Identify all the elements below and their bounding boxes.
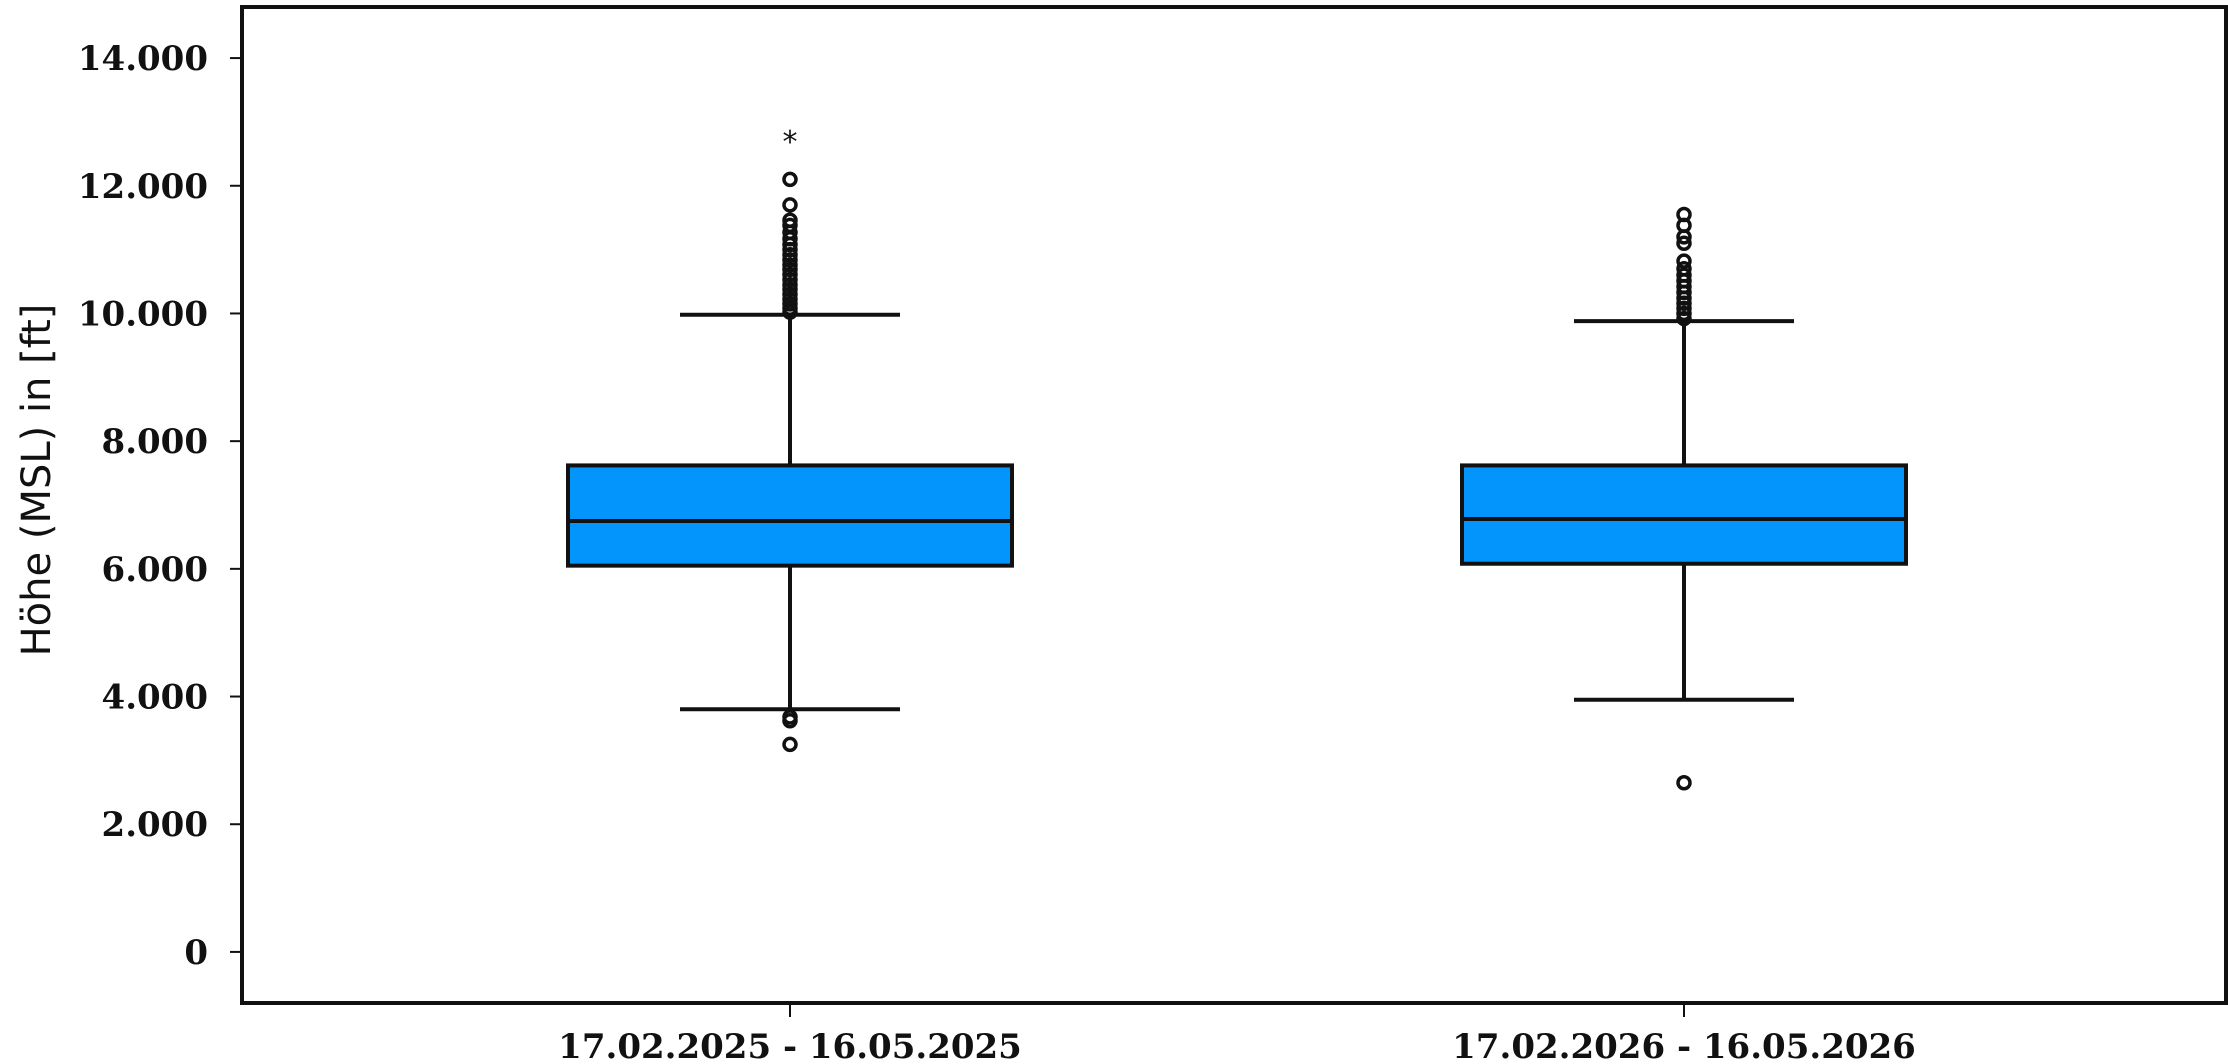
outlier-point	[782, 171, 798, 188]
outlier-point	[782, 271, 798, 288]
outlier-point	[1676, 253, 1692, 269]
iqr-box	[566, 463, 1014, 568]
x-axis: 17.02.2025 - 16.05.2025 17.02.2026 - 16.0…	[558, 1003, 1916, 1064]
outlier-point	[782, 257, 798, 273]
y-tick-label: 8.000	[102, 422, 208, 462]
outlier-point	[782, 252, 798, 268]
extreme-outlier-point: *	[783, 125, 798, 160]
outlier-point	[782, 246, 798, 263]
outlier-point	[782, 709, 798, 725]
outlier-point	[782, 736, 798, 753]
y-tick-label: 14.000	[78, 39, 208, 79]
outlier-point	[1676, 206, 1692, 223]
outlier-point	[1676, 300, 1692, 317]
outlier-point	[782, 276, 798, 293]
y-tick-label: 4.000	[102, 678, 208, 718]
y-tick-label: 12.000	[78, 167, 208, 207]
iqr-box	[1460, 463, 1908, 566]
outlier-point	[782, 286, 798, 303]
plot-frame	[240, 5, 2228, 1005]
y-axis: 0 2.000 4.000 6.000 8.000 10.000 12.000 14.000	[78, 39, 242, 973]
y-tick-label: 2.000	[102, 805, 208, 845]
y-axis-title: Höhe (MSL) in [ft]	[14, 304, 60, 657]
outlier-point	[782, 266, 798, 283]
outlier-point	[1676, 305, 1692, 322]
y-tick-label: 10.000	[78, 294, 208, 334]
outlier-point	[1676, 774, 1692, 791]
y-tick-label: 0	[184, 933, 208, 973]
outlier-point	[782, 217, 798, 234]
outlier-point	[782, 291, 798, 308]
outlier-point	[1676, 310, 1692, 327]
x-tick-label: 17.02.2025 - 16.05.2025	[558, 1027, 1022, 1064]
box-group-2	[1460, 206, 1908, 791]
outlier-point	[1676, 267, 1692, 283]
outlier-point	[1676, 235, 1692, 251]
outlier-point	[1676, 261, 1692, 277]
x-tick-label: 17.02.2026 - 16.05.2026	[1452, 1027, 1916, 1064]
box-group-1: *	[566, 125, 1014, 753]
outlier-point	[782, 197, 798, 213]
outlier-point	[782, 212, 798, 228]
y-tick-label: 6.000	[102, 550, 208, 590]
plot-area: *	[566, 125, 1908, 791]
